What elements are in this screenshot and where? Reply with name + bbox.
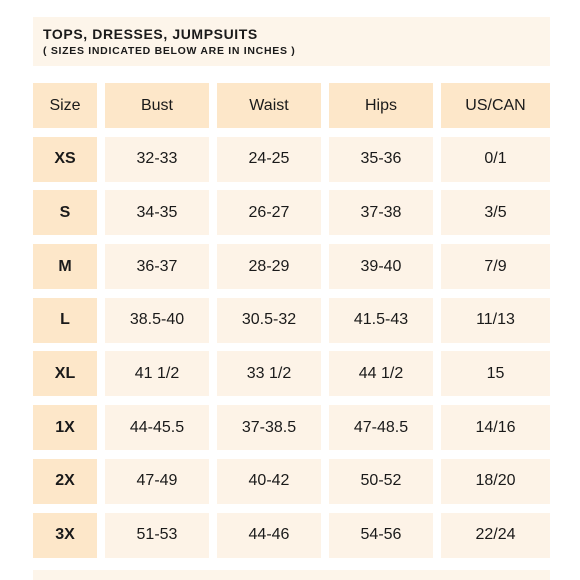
waist-value: 30.5-32 bbox=[217, 297, 321, 343]
hips-value: 37-38 bbox=[329, 190, 433, 236]
bust-value: 36-37 bbox=[105, 244, 209, 290]
waist-value: 44-46 bbox=[217, 512, 321, 558]
size-label: 3X bbox=[33, 512, 97, 558]
us-can-value: 3/5 bbox=[441, 190, 550, 236]
header-waist: Waist bbox=[217, 83, 321, 128]
size-label: S bbox=[33, 190, 97, 236]
header-hips: Hips bbox=[329, 83, 433, 128]
header-bust: Bust bbox=[105, 83, 209, 128]
bust-value: 47-49 bbox=[105, 458, 209, 504]
hips-value: 41.5-43 bbox=[329, 297, 433, 343]
bust-value: 38.5-40 bbox=[105, 297, 209, 343]
bust-value: 32-33 bbox=[105, 136, 209, 182]
us-can-value: 11/13 bbox=[441, 297, 550, 343]
hips-value: 54-56 bbox=[329, 512, 433, 558]
waist-value: 26-27 bbox=[217, 190, 321, 236]
hips-value: 47-48.5 bbox=[329, 405, 433, 451]
hips-value: 50-52 bbox=[329, 458, 433, 504]
us-can-value: 0/1 bbox=[441, 136, 550, 182]
size-label: L bbox=[33, 297, 97, 343]
waist-value: 37-38.5 bbox=[217, 405, 321, 451]
waist-value: 40-42 bbox=[217, 458, 321, 504]
hips-value: 39-40 bbox=[329, 244, 433, 290]
bust-value: 44-45.5 bbox=[105, 405, 209, 451]
chart-subtitle: ( SIZES INDICATED BELOW ARE IN INCHES ) bbox=[43, 45, 296, 57]
size-label: XS bbox=[33, 136, 97, 182]
bust-value: 34-35 bbox=[105, 190, 209, 236]
size-label: 1X bbox=[33, 405, 97, 451]
footer-banner bbox=[33, 570, 550, 580]
us-can-value: 22/24 bbox=[441, 512, 550, 558]
waist-value: 24-25 bbox=[217, 136, 321, 182]
header-us-can: US/CAN bbox=[441, 83, 550, 128]
bust-value: 41 1/2 bbox=[105, 351, 209, 397]
hips-value: 44 1/2 bbox=[329, 351, 433, 397]
bust-value: 51-53 bbox=[105, 512, 209, 558]
waist-value: 28-29 bbox=[217, 244, 321, 290]
size-chart-table: Size Bust Waist Hips US/CAN XS 32-33 24-… bbox=[33, 83, 550, 558]
size-label: 2X bbox=[33, 458, 97, 504]
hips-value: 35-36 bbox=[329, 136, 433, 182]
us-can-value: 15 bbox=[441, 351, 550, 397]
header-size: Size bbox=[33, 83, 97, 128]
size-label: XL bbox=[33, 351, 97, 397]
size-label: M bbox=[33, 244, 97, 290]
waist-value: 33 1/2 bbox=[217, 351, 321, 397]
chart-title: TOPS, DRESSES, JUMPSUITS bbox=[43, 26, 258, 42]
us-can-value: 7/9 bbox=[441, 244, 550, 290]
chart-title-banner: TOPS, DRESSES, JUMPSUITS ( SIZES INDICAT… bbox=[33, 17, 550, 66]
us-can-value: 14/16 bbox=[441, 405, 550, 451]
us-can-value: 18/20 bbox=[441, 458, 550, 504]
